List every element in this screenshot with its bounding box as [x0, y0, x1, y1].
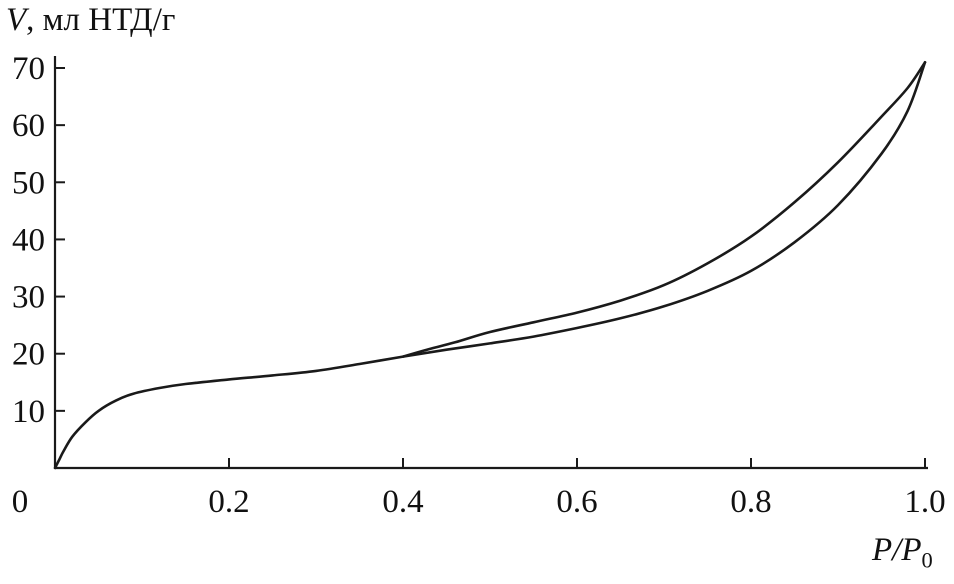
x-tick-label: 1.0: [904, 484, 945, 520]
y-axis-units: , мл НТД/г: [26, 2, 176, 38]
y-tick-label: 10: [12, 394, 45, 430]
y-tick-label: 20: [12, 337, 45, 373]
x-tick-label: 0: [12, 484, 29, 520]
x-tick-label: 0.6: [556, 484, 597, 520]
y-tick-label: 40: [12, 222, 45, 258]
y-tick-label: 30: [12, 280, 45, 316]
desorption-curve: [401, 61, 927, 358]
adsorption-curve: [53, 61, 927, 470]
x-axis-variable: P/P: [872, 532, 922, 568]
x-tick-label: 0.8: [730, 484, 771, 520]
x-tick-label: 0.4: [382, 484, 423, 520]
y-axis-variable: V: [6, 2, 27, 38]
y-tick-label: 70: [12, 51, 45, 87]
x-axis-subscript: 0: [921, 547, 933, 573]
y-axis-title: V, мл НТД/г: [6, 2, 175, 38]
x-axis-title: P/P0: [872, 532, 933, 573]
y-tick-label: 60: [12, 108, 45, 144]
x-tick-label: 0.2: [208, 484, 249, 520]
y-tick-label: 50: [12, 165, 45, 201]
